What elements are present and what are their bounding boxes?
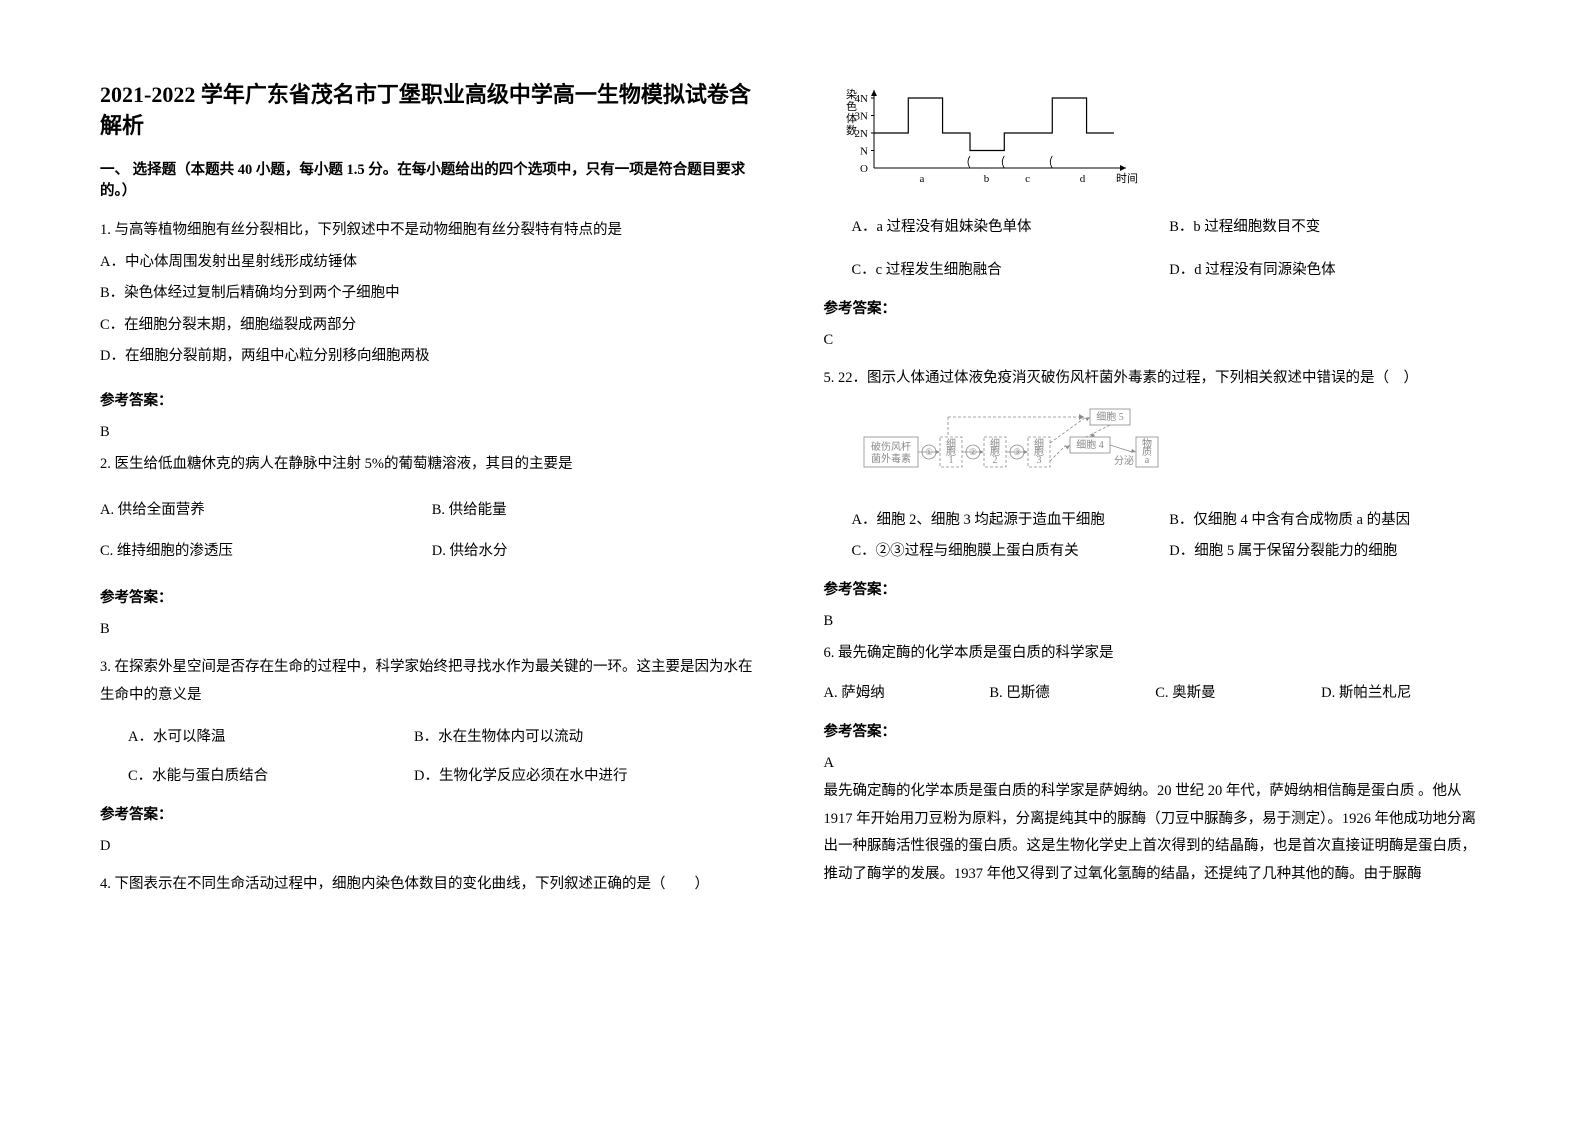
svg-text:c: c bbox=[1025, 173, 1030, 185]
q6-opt-a: A. 萨姆纳 bbox=[824, 681, 990, 702]
q5-diagram: 破伤风杆菌外毒素①细胞1②细胞2③细胞3细胞 5细胞 4分泌物质a bbox=[858, 407, 1168, 484]
q6-opt-c: C. 奥斯曼 bbox=[1155, 681, 1321, 702]
q5-opt-c: C．②③过程与细胞膜上蛋白质有关 bbox=[852, 539, 1170, 560]
svg-text:菌外毒素: 菌外毒素 bbox=[871, 452, 911, 465]
q2-opt-c: C. 维持细胞的渗透压 bbox=[100, 539, 432, 560]
q5-opts-row1: A．细胞 2、细胞 3 均起源于造血干细胞 B．仅细胞 4 中含有合成物质 a … bbox=[824, 508, 1488, 529]
q2-opt-b: B. 供给能量 bbox=[432, 498, 764, 519]
svg-text:O: O bbox=[860, 163, 868, 175]
left-column: 2021-2022 学年广东省茂名市丁堡职业高级中学高一生物模拟试卷含解析 一、… bbox=[100, 80, 764, 899]
q5-opt-d: D．细胞 5 属于保留分裂能力的细胞 bbox=[1169, 539, 1487, 560]
q3-opts-row1: A．水可以降温 B．水在生物体内可以流动 bbox=[100, 725, 764, 746]
q3-opts-row2: C．水能与蛋白质结合 D．生物化学反应必须在水中进行 bbox=[100, 764, 764, 785]
svg-text:染: 染 bbox=[846, 87, 857, 101]
q2-opts-row1: A. 供给全面营养 B. 供给能量 bbox=[100, 498, 764, 519]
q2-opt-a: A. 供给全面营养 bbox=[100, 498, 432, 519]
q5-answer: B bbox=[824, 613, 1488, 630]
q6-stem: 6. 最先确定酶的化学本质是蛋白质的科学家是 bbox=[824, 640, 1488, 668]
q3-stem: 3. 在探索外星空间是否存在生命的过程中，科学家始终把寻找水作为最关键的一环。这… bbox=[100, 654, 764, 709]
q2-answer: B bbox=[100, 621, 764, 638]
q4-opt-b: B．b 过程细胞数目不变 bbox=[1169, 215, 1487, 236]
q2-opts-row2: C. 维持细胞的渗透压 D. 供给水分 bbox=[100, 539, 764, 560]
q4-stem: 4. 下图表示在不同生命活动过程中，细胞内染色体数目的变化曲线，下列叙述正确的是… bbox=[100, 871, 764, 899]
q3-answer-heading: 参考答案： bbox=[100, 803, 764, 824]
q5-opt-b: B．仅细胞 4 中含有合成物质 a 的基因 bbox=[1169, 508, 1487, 529]
q3-opt-c: C．水能与蛋白质结合 bbox=[128, 764, 414, 785]
q3-opt-a: A．水可以降温 bbox=[128, 725, 414, 746]
q4-opt-a: A．a 过程没有姐妹染色单体 bbox=[852, 215, 1170, 236]
q5-opts-row2: C．②③过程与细胞膜上蛋白质有关 D．细胞 5 属于保留分裂能力的细胞 bbox=[824, 539, 1488, 560]
svg-text:色: 色 bbox=[846, 99, 857, 113]
q4-answer: C bbox=[824, 332, 1488, 349]
q6-opt-d: D. 斯帕兰札尼 bbox=[1321, 681, 1487, 702]
q3-opt-d: D．生物化学反应必须在水中进行 bbox=[414, 764, 764, 785]
q2-stem: 2. 医生给低血糖休克的病人在静脉中注射 5%的葡萄糖溶液，其目的主要是 bbox=[100, 451, 764, 479]
q5-answer-heading: 参考答案： bbox=[824, 578, 1488, 599]
q5-stem: 5. 22．图示人体通过体液免疫消灭破伤风杆菌外毒素的过程，下列相关叙述中错误的… bbox=[824, 365, 1488, 393]
q3-answer: D bbox=[100, 838, 764, 855]
right-column: N2N3N4NO染色体数时间abcd A．a 过程没有姐妹染色单体 B．b 过程… bbox=[824, 80, 1488, 899]
q4-opt-d: D．d 过程没有同源染色体 bbox=[1169, 258, 1487, 279]
q6-opt-b: B. 巴斯德 bbox=[989, 681, 1155, 702]
q4-opt-c: C．c 过程发生细胞融合 bbox=[852, 258, 1170, 279]
q6-explanation: 最先确定酶的化学本质是蛋白质的科学家是萨姆纳。20 世纪 20 年代，萨姆纳相信… bbox=[824, 778, 1488, 888]
svg-text:N: N bbox=[860, 146, 868, 158]
svg-text:d: d bbox=[1079, 173, 1085, 185]
q5-opt-a: A．细胞 2、细胞 3 均起源于造血干细胞 bbox=[852, 508, 1170, 529]
exam-title: 2021-2022 学年广东省茂名市丁堡职业高级中学高一生物模拟试卷含解析 bbox=[100, 80, 764, 142]
q1-opt-a: A．中心体周围发射出星射线形成纺锤体 bbox=[100, 249, 764, 277]
q6-answer: A bbox=[824, 755, 1488, 772]
svg-text:2: 2 bbox=[992, 455, 997, 466]
q2-answer-heading: 参考答案： bbox=[100, 586, 764, 607]
svg-text:a: a bbox=[919, 173, 924, 185]
svg-text:b: b bbox=[983, 173, 989, 185]
q6-answer-heading: 参考答案： bbox=[824, 720, 1488, 741]
q1-opt-d: D．在细胞分裂前期，两组中心粒分别移向细胞两极 bbox=[100, 343, 764, 371]
q4-opts-row1: A．a 过程没有姐妹染色单体 B．b 过程细胞数目不变 bbox=[824, 215, 1488, 236]
svg-text:细胞 5: 细胞 5 bbox=[1096, 410, 1124, 423]
q1-answer-heading: 参考答案： bbox=[100, 389, 764, 410]
q6-opts: A. 萨姆纳 B. 巴斯德 C. 奥斯曼 D. 斯帕兰札尼 bbox=[824, 681, 1488, 702]
q2-opt-d: D. 供给水分 bbox=[432, 539, 764, 560]
q4-answer-heading: 参考答案： bbox=[824, 297, 1488, 318]
chromosome-line-chart: N2N3N4NO染色体数时间abcd bbox=[834, 80, 1154, 190]
section-1-heading: 一、 选择题（本题共 40 小题，每小题 1.5 分。在每小题给出的四个选项中，… bbox=[100, 160, 764, 204]
svg-text:a: a bbox=[1144, 455, 1149, 466]
svg-text:细胞 4: 细胞 4 bbox=[1076, 438, 1104, 451]
svg-text:体: 体 bbox=[846, 111, 857, 125]
q3-opt-b: B．水在生物体内可以流动 bbox=[414, 725, 764, 746]
svg-text:3: 3 bbox=[1036, 455, 1041, 466]
svg-text:分泌: 分泌 bbox=[1114, 454, 1134, 467]
q1-answer: B bbox=[100, 424, 764, 441]
q1-opt-c: C．在细胞分裂末期，细胞缢裂成两部分 bbox=[100, 312, 764, 340]
immune-flowchart: 破伤风杆菌外毒素①细胞1②细胞2③细胞3细胞 5细胞 4分泌物质a bbox=[858, 407, 1168, 479]
svg-text:1: 1 bbox=[948, 455, 953, 466]
page-columns: 2021-2022 学年广东省茂名市丁堡职业高级中学高一生物模拟试卷含解析 一、… bbox=[100, 80, 1487, 899]
svg-text:时间: 时间 bbox=[1116, 172, 1138, 185]
q4-opts-row2: C．c 过程发生细胞融合 D．d 过程没有同源染色体 bbox=[824, 258, 1488, 279]
svg-text:数: 数 bbox=[846, 124, 857, 137]
q1-stem: 1. 与高等植物细胞有丝分裂相比，下列叙述中不是动物细胞有丝分裂特有特点的是 bbox=[100, 217, 764, 245]
svg-text:破伤风杆: 破伤风杆 bbox=[871, 440, 911, 453]
q1-opt-b: B．染色体经过复制后精确均分到两个子细胞中 bbox=[100, 280, 764, 308]
q4-chart: N2N3N4NO染色体数时间abcd bbox=[834, 80, 1154, 195]
